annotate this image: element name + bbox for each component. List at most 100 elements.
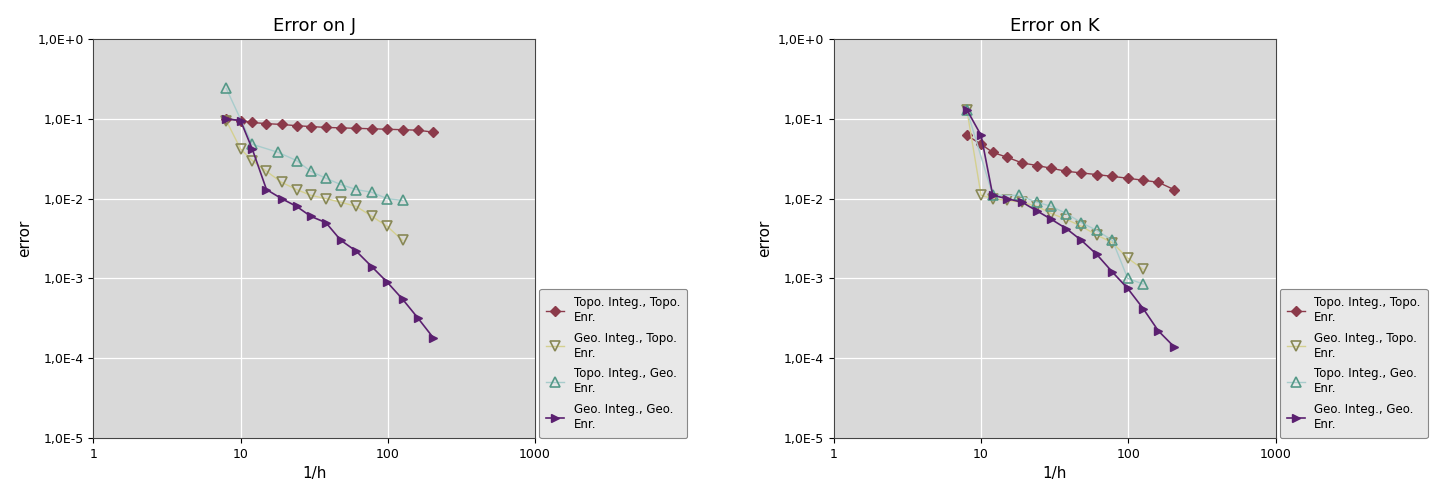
Geo. Integ., Geo.
Enr. xyxy=(273,196,290,202)
Topo. Integ., Topo.
Enr. xyxy=(363,126,380,132)
Geo. Integ., Topo.
Enr. xyxy=(273,179,290,185)
Geo. Integ., Geo.
Enr. xyxy=(379,279,396,285)
Geo. Integ., Topo.
Enr. xyxy=(1088,232,1105,238)
Topo. Integ., Geo.
Enr. xyxy=(363,189,380,195)
Topo. Integ., Geo.
Enr. xyxy=(958,107,975,113)
Topo. Integ., Geo.
Enr. xyxy=(1043,203,1061,209)
Geo. Integ., Topo.
Enr. xyxy=(231,146,249,152)
Topo. Integ., Topo.
Enr. xyxy=(972,141,990,147)
Geo. Integ., Topo.
Enr. xyxy=(318,196,335,202)
Topo. Integ., Topo.
Enr. xyxy=(998,154,1016,160)
Geo. Integ., Topo.
Enr. xyxy=(394,238,412,244)
Line: Topo. Integ., Geo.
Enr.: Topo. Integ., Geo. Enr. xyxy=(221,84,407,205)
Geo. Integ., Geo.
Enr. xyxy=(231,118,249,124)
Topo. Integ., Topo.
Enr. xyxy=(1058,168,1075,174)
Legend: Topo. Integ., Topo.
Enr., Geo. Integ., Topo.
Enr., Topo. Integ., Geo.
Enr., Geo.: Topo. Integ., Topo. Enr., Geo. Integ., T… xyxy=(539,289,688,438)
Geo. Integ., Geo.
Enr. xyxy=(1072,238,1090,244)
Topo. Integ., Topo.
Enr. xyxy=(1088,172,1105,178)
Topo. Integ., Geo.
Enr. xyxy=(984,192,1001,198)
Geo. Integ., Geo.
Enr. xyxy=(984,192,1001,198)
Geo. Integ., Topo.
Enr. xyxy=(998,197,1016,203)
Topo. Integ., Geo.
Enr. xyxy=(1088,228,1105,234)
Line: Topo. Integ., Topo.
Enr.: Topo. Integ., Topo. Enr. xyxy=(964,132,1178,193)
Geo. Integ., Topo.
Enr. xyxy=(1058,216,1075,222)
Geo. Integ., Geo.
Enr. xyxy=(244,146,262,152)
Topo. Integ., Geo.
Enr. xyxy=(302,168,319,174)
Topo. Integ., Geo.
Enr. xyxy=(1134,281,1152,287)
Topo. Integ., Geo.
Enr. xyxy=(218,86,236,92)
Topo. Integ., Topo.
Enr. xyxy=(1118,175,1136,181)
Title: Error on K: Error on K xyxy=(1010,16,1100,35)
Topo. Integ., Geo.
Enr. xyxy=(269,149,286,155)
Topo. Integ., Geo.
Enr. xyxy=(318,175,335,181)
Geo. Integ., Topo.
Enr. xyxy=(972,192,990,198)
Geo. Integ., Geo.
Enr. xyxy=(409,315,426,321)
Topo. Integ., Geo.
Enr. xyxy=(1104,238,1121,244)
Geo. Integ., Geo.
Enr. xyxy=(218,116,236,122)
Line: Geo. Integ., Topo.
Enr.: Geo. Integ., Topo. Enr. xyxy=(221,116,407,245)
Topo. Integ., Topo.
Enr. xyxy=(1134,177,1152,183)
Topo. Integ., Topo.
Enr. xyxy=(394,126,412,132)
Geo. Integ., Topo.
Enr. xyxy=(1104,240,1121,246)
Geo. Integ., Geo.
Enr. xyxy=(1058,226,1075,232)
Geo. Integ., Topo.
Enr. xyxy=(347,203,364,209)
Topo. Integ., Topo.
Enr. xyxy=(302,124,319,129)
Topo. Integ., Topo.
Enr. xyxy=(958,132,975,138)
Topo. Integ., Geo.
Enr. xyxy=(1072,220,1090,226)
Geo. Integ., Topo.
Enr. xyxy=(1043,211,1061,217)
Geo. Integ., Topo.
Enr. xyxy=(379,223,396,229)
Geo. Integ., Topo.
Enr. xyxy=(1072,223,1090,229)
Geo. Integ., Topo.
Enr. xyxy=(257,168,275,174)
Geo. Integ., Geo.
Enr. xyxy=(302,213,319,219)
Line: Topo. Integ., Geo.
Enr.: Topo. Integ., Geo. Enr. xyxy=(962,105,1147,289)
Geo. Integ., Geo.
Enr. xyxy=(1118,285,1136,291)
Topo. Integ., Geo.
Enr. xyxy=(379,196,396,202)
Geo. Integ., Topo.
Enr. xyxy=(1029,203,1046,209)
Geo. Integ., Topo.
Enr. xyxy=(288,187,305,193)
Title: Error on J: Error on J xyxy=(273,16,355,35)
Geo. Integ., Geo.
Enr. xyxy=(394,296,412,302)
Geo. Integ., Topo.
Enr. xyxy=(302,192,319,198)
Line: Geo. Integ., Geo.
Enr.: Geo. Integ., Geo. Enr. xyxy=(962,106,1178,351)
Geo. Integ., Geo.
Enr. xyxy=(318,220,335,226)
Geo. Integ., Geo.
Enr. xyxy=(1043,216,1061,222)
Geo. Integ., Topo.
Enr. xyxy=(363,213,380,219)
Geo. Integ., Geo.
Enr. xyxy=(347,248,364,254)
Geo. Integ., Geo.
Enr. xyxy=(1150,328,1168,334)
Topo. Integ., Topo.
Enr. xyxy=(1029,162,1046,168)
Geo. Integ., Topo.
Enr. xyxy=(1134,266,1152,272)
Topo. Integ., Topo.
Enr. xyxy=(257,121,275,126)
Geo. Integ., Topo.
Enr. xyxy=(332,199,350,205)
Topo. Integ., Topo.
Enr. xyxy=(984,149,1001,155)
Topo. Integ., Topo.
Enr. xyxy=(379,126,396,132)
Topo. Integ., Geo.
Enr. xyxy=(394,197,412,203)
X-axis label: 1/h: 1/h xyxy=(302,466,327,482)
Topo. Integ., Geo.
Enr. xyxy=(1010,192,1027,198)
Geo. Integ., Geo.
Enr. xyxy=(425,335,442,341)
Topo. Integ., Topo.
Enr. xyxy=(409,127,426,133)
Topo. Integ., Geo.
Enr. xyxy=(244,141,262,147)
Topo. Integ., Topo.
Enr. xyxy=(347,125,364,131)
Geo. Integ., Topo.
Enr. xyxy=(984,196,1001,202)
Geo. Integ., Geo.
Enr. xyxy=(288,203,305,209)
Topo. Integ., Topo.
Enr. xyxy=(1072,170,1090,176)
Topo. Integ., Geo.
Enr. xyxy=(347,187,364,193)
Topo. Integ., Topo.
Enr. xyxy=(332,125,350,131)
Legend: Topo. Integ., Topo.
Enr., Geo. Integ., Topo.
Enr., Topo. Integ., Geo.
Enr., Geo.: Topo. Integ., Topo. Enr., Geo. Integ., T… xyxy=(1280,289,1428,438)
Geo. Integ., Geo.
Enr. xyxy=(972,132,990,138)
Topo. Integ., Topo.
Enr. xyxy=(1013,160,1030,166)
Geo. Integ., Topo.
Enr. xyxy=(1118,255,1136,261)
Geo. Integ., Geo.
Enr. xyxy=(1013,199,1030,205)
Geo. Integ., Topo.
Enr. xyxy=(958,107,975,113)
Topo. Integ., Geo.
Enr. xyxy=(1029,199,1046,205)
Geo. Integ., Topo.
Enr. xyxy=(244,157,262,163)
Geo. Integ., Topo.
Enr. xyxy=(218,118,236,124)
Topo. Integ., Topo.
Enr. xyxy=(244,120,262,125)
Topo. Integ., Geo.
Enr. xyxy=(288,157,305,163)
Geo. Integ., Geo.
Enr. xyxy=(1088,251,1105,257)
Geo. Integ., Geo.
Enr. xyxy=(1134,305,1152,311)
Y-axis label: error: error xyxy=(757,220,772,257)
Geo. Integ., Geo.
Enr. xyxy=(998,196,1016,202)
Topo. Integ., Geo.
Enr. xyxy=(1118,275,1136,281)
Line: Geo. Integ., Topo.
Enr.: Geo. Integ., Topo. Enr. xyxy=(962,105,1147,274)
